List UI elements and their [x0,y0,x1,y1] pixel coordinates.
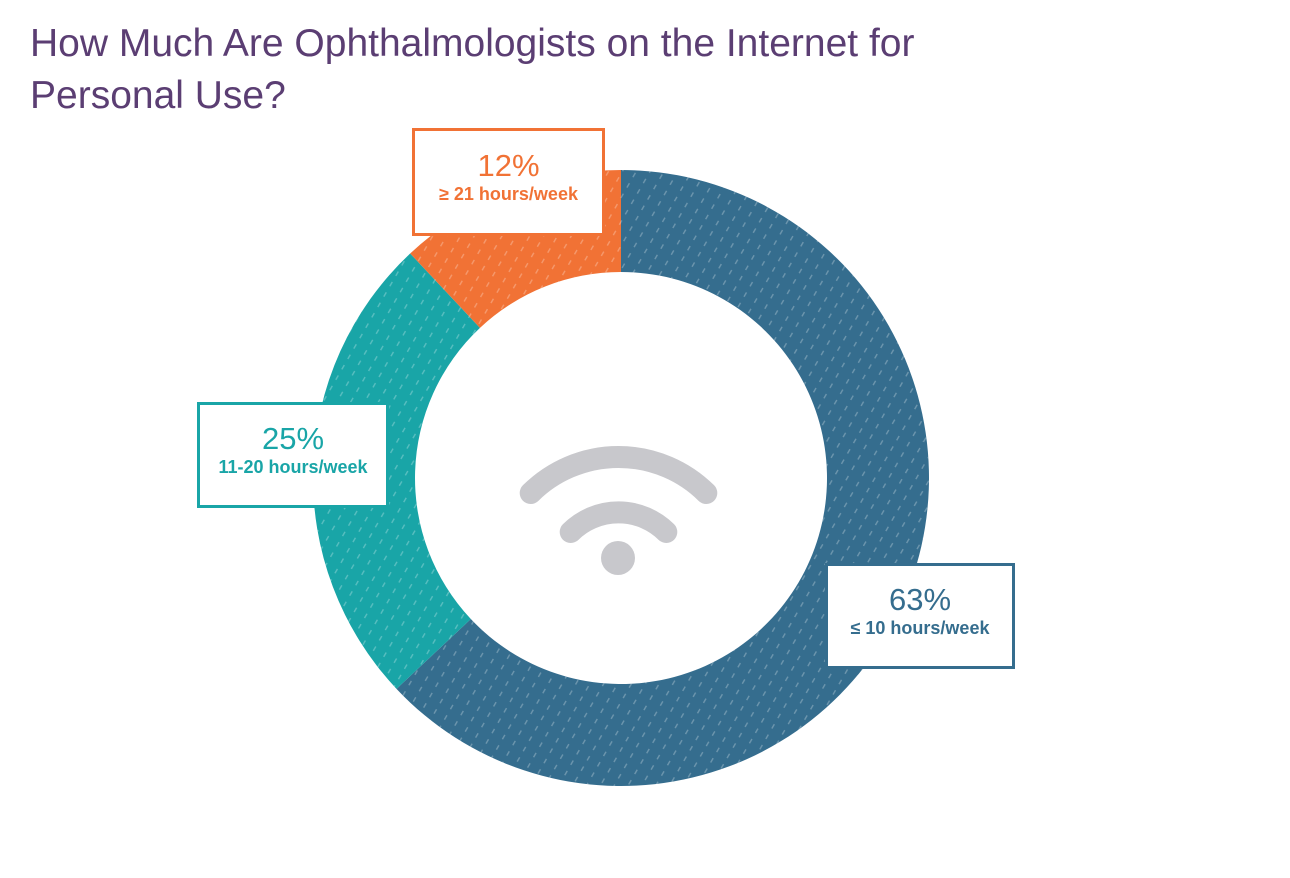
callout-ge-21-hours: 12% ≥ 21 hours/week [412,128,605,236]
slice-value-label: 12% [477,148,540,183]
slice-value-label: 63% [888,582,952,617]
slice-category-label: ≤ 10 hours/week [850,618,990,638]
slice-value-label: 25% [261,421,325,456]
callout-11-20-hours: 25% 11-20 hours/week [197,402,389,508]
slice-category-label: ≥ 21 hours/week [439,184,578,204]
slices-group [313,170,929,786]
donut-slice-texture-1 [313,253,480,689]
callout-le-10-hours: 63% ≤ 10 hours/week [825,563,1015,669]
slice-category-label: 11-20 hours/week [218,457,368,477]
donut-slice-texture-0 [396,170,929,786]
wifi-icon [519,446,718,575]
chart-title: How Much Are Ophthalmologists on the Int… [30,22,915,117]
